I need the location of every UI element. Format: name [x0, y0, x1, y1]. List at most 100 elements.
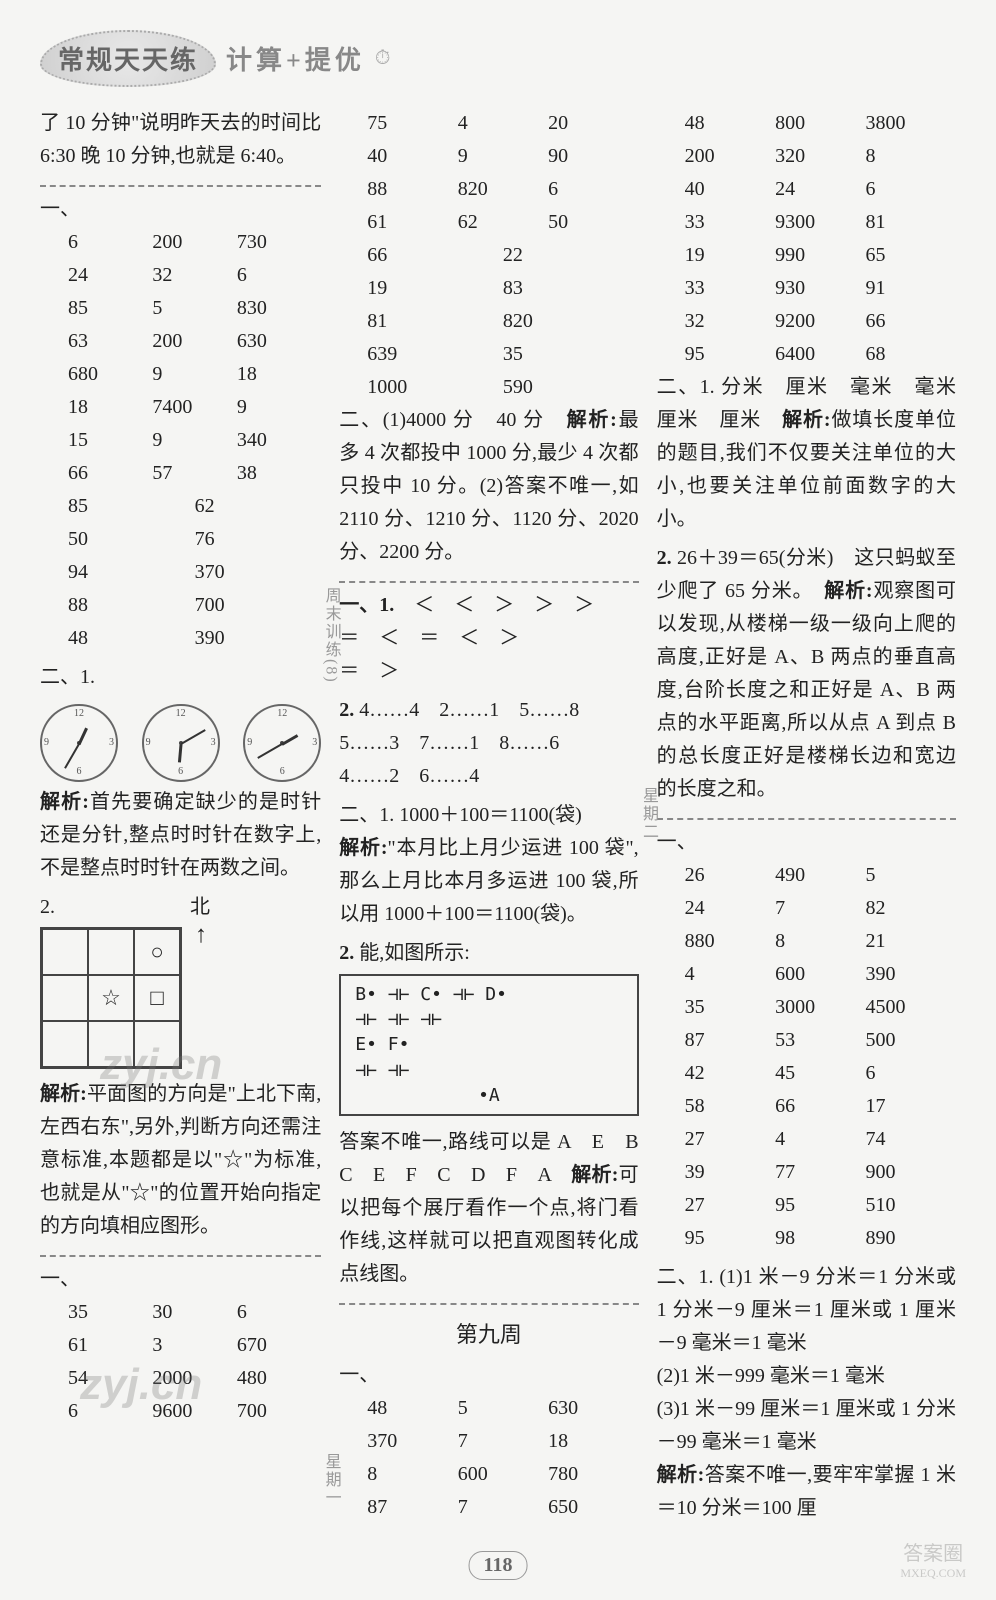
table-cell: 200	[152, 325, 236, 358]
clock-face: 12369	[40, 704, 118, 782]
direction-grid: ○☆□	[40, 927, 182, 1069]
table-cell: 15	[68, 424, 152, 457]
table-cell: 75	[367, 107, 457, 140]
minute-hand	[257, 743, 282, 759]
table-cell: 63	[68, 325, 152, 358]
table-cell: 66	[68, 457, 152, 490]
table-cell: 45	[775, 1057, 865, 1090]
table-cell: 65	[866, 239, 956, 272]
table-c3-2: 2649052478288082146003903530004500875350…	[657, 859, 956, 1255]
clock-tick: 12	[176, 706, 186, 723]
table-1: 6200730243268558306320063068091818740091…	[40, 226, 321, 490]
table-cell: 87	[367, 1491, 457, 1524]
q22-label: 2.	[657, 547, 672, 569]
table-cell: 8	[866, 140, 956, 173]
table-cell: 95	[775, 1189, 865, 1222]
table-cell: 68	[866, 338, 956, 371]
clock-tick: 3	[211, 735, 216, 752]
table-cell: 87	[685, 1024, 775, 1057]
side-tag-monday: 星期一	[317, 1453, 343, 1507]
table-cell: 4	[458, 107, 548, 140]
week-title: 第九周	[339, 1317, 638, 1353]
c2-t2: 一、 4856303707188600780877650	[339, 1359, 638, 1524]
table-cell: 820	[458, 173, 548, 206]
section-1-label: 一、	[40, 193, 80, 226]
table-cell: 42	[685, 1057, 775, 1090]
section-2-q2: 2. 北 ↑ ○☆□	[40, 891, 321, 1072]
table-cell: 48	[68, 622, 195, 655]
column-1: 了 10 分钟"说明昨天去的时间比 6:30 晚 10 分钟,也就是 6:40。…	[40, 107, 321, 1527]
table-c2-1b: 6622198381820639351000590	[339, 239, 638, 404]
table-cell: 830	[237, 292, 321, 325]
compare-row2: ＝ ＜ ＝ ＜ ＞	[339, 627, 519, 649]
table-cell: 81	[367, 305, 503, 338]
table-cell: 930	[775, 272, 865, 305]
table-cell: 630	[548, 1392, 638, 1425]
table-cell: 700	[237, 1395, 321, 1428]
side-tag-tuesday: 星期二	[635, 787, 661, 841]
table-cell: 40	[367, 140, 457, 173]
table-cell: 4	[685, 958, 775, 991]
c3-q31: 二、1. (1)1 米－9 分米＝1 分米或 1 分米－9 厘米＝1 厘米或 1…	[657, 1261, 956, 1525]
table-cell: 54	[68, 1362, 152, 1395]
circuit-row: ⊣⊢ ⊣⊢ ⊣⊢	[355, 1007, 622, 1032]
table-cell: 1000	[367, 371, 503, 404]
table-cell: 58	[685, 1090, 775, 1123]
circuit-row: B• ⊣⊢ C• ⊣⊢ D•	[355, 982, 622, 1007]
circuit-row: •A	[355, 1083, 622, 1108]
table-cell: 95	[685, 338, 775, 371]
compare-row3: ＝ ＞	[339, 660, 399, 682]
table-cell: 500	[866, 1024, 956, 1057]
table-cell: 390	[866, 958, 956, 991]
table-cell: 3000	[775, 991, 865, 1024]
analysis-label: 解析:	[339, 837, 387, 859]
table-cell: 6	[866, 173, 956, 206]
table-cell: 9	[152, 424, 236, 457]
c2-q21: 二、1. 1000＋100＝1100(袋) 解析:"本月比上月少运进 100 袋…	[339, 799, 638, 931]
table-cell: 98	[775, 1222, 865, 1255]
table-cell: 730	[237, 226, 321, 259]
table-cell: 639	[367, 338, 503, 371]
clock-tick: 3	[312, 735, 317, 752]
table-cell: 33	[685, 206, 775, 239]
analysis-label: 解析:	[40, 1083, 87, 1105]
circuit-diagram: B• ⊣⊢ C• ⊣⊢ D• ⊣⊢ ⊣⊢ ⊣⊢ E• F• ⊣⊢ ⊣⊢ •A	[339, 974, 638, 1116]
table-cell: 88	[68, 589, 195, 622]
logo-line2: MXEQ.COM	[900, 1566, 966, 1580]
q21-label: 二、1.	[339, 804, 394, 826]
table-cell: 32	[685, 305, 775, 338]
table-cell: 24	[68, 259, 152, 292]
clock-tick: 6	[280, 764, 285, 781]
table-cell: 6	[237, 1296, 321, 1329]
table-cell: 6	[237, 259, 321, 292]
c3-t2: 一、 2649052478288082146003903530004500875…	[657, 826, 956, 1255]
subtitle: 计算+提优	[226, 40, 365, 77]
q31-label: 二、1.	[657, 1266, 714, 1288]
table-cell: 6	[68, 226, 152, 259]
page-number: 118	[469, 1551, 528, 1580]
series-badge: 常规天天练	[40, 30, 216, 87]
table-cell: 76	[195, 523, 322, 556]
table-1b: 85625076943708870048390	[40, 490, 321, 655]
clock-icon: ⏱	[375, 47, 391, 70]
table-cell: 780	[548, 1458, 638, 1491]
page-header: 常规天天练 计算+提优 ⏱	[40, 30, 956, 87]
table-cell: 24	[775, 173, 865, 206]
clock-tick: 9	[247, 735, 252, 752]
table-c2-2: 4856303707188600780877650	[339, 1392, 638, 1524]
table-cell: 9	[458, 140, 548, 173]
table-cell: 800	[775, 107, 865, 140]
grid-cell: ○	[134, 929, 180, 975]
minute-hand	[180, 729, 205, 745]
separator	[339, 1303, 638, 1305]
clock-tick: 12	[74, 706, 84, 723]
separator	[339, 581, 638, 583]
table-cell: 32	[152, 259, 236, 292]
q22-analysis: 观察图可以发现,从楼梯一级一级向上爬的高度,正好是 A、B 两点的垂直高度,台阶…	[657, 580, 956, 800]
analysis-label: 解析:	[571, 1164, 618, 1186]
clock-tick: 9	[44, 735, 49, 752]
clock-row: 123691236912369	[40, 704, 321, 782]
table-cell: 35	[685, 991, 775, 1024]
table-cell: 7	[458, 1425, 548, 1458]
table-cell: 30	[152, 1296, 236, 1329]
